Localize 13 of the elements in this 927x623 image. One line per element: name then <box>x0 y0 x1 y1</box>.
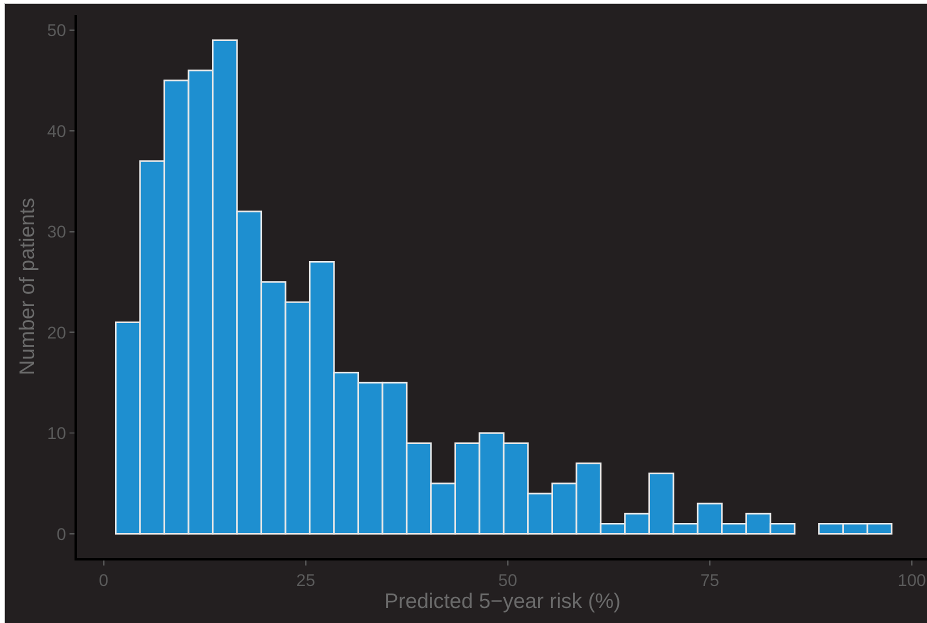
y-tick-label: 30 <box>47 222 66 242</box>
y-tick-label: 20 <box>47 323 66 342</box>
y-tick-label: 40 <box>47 122 66 141</box>
x-axis-title: Predicted 5−year risk (%) <box>384 590 621 613</box>
x-tick-label: 0 <box>98 570 108 590</box>
y-tick-label: 10 <box>47 424 66 444</box>
x-tick-label: 50 <box>498 570 518 590</box>
x-tick-label: 75 <box>700 570 720 590</box>
y-tick-label: 0 <box>56 524 66 544</box>
x-tick-label: 100 <box>898 570 926 590</box>
y-tick-label: 50 <box>47 21 66 40</box>
x-tick-label: 25 <box>296 570 316 590</box>
y-axis-title: Number of patients <box>16 198 40 376</box>
